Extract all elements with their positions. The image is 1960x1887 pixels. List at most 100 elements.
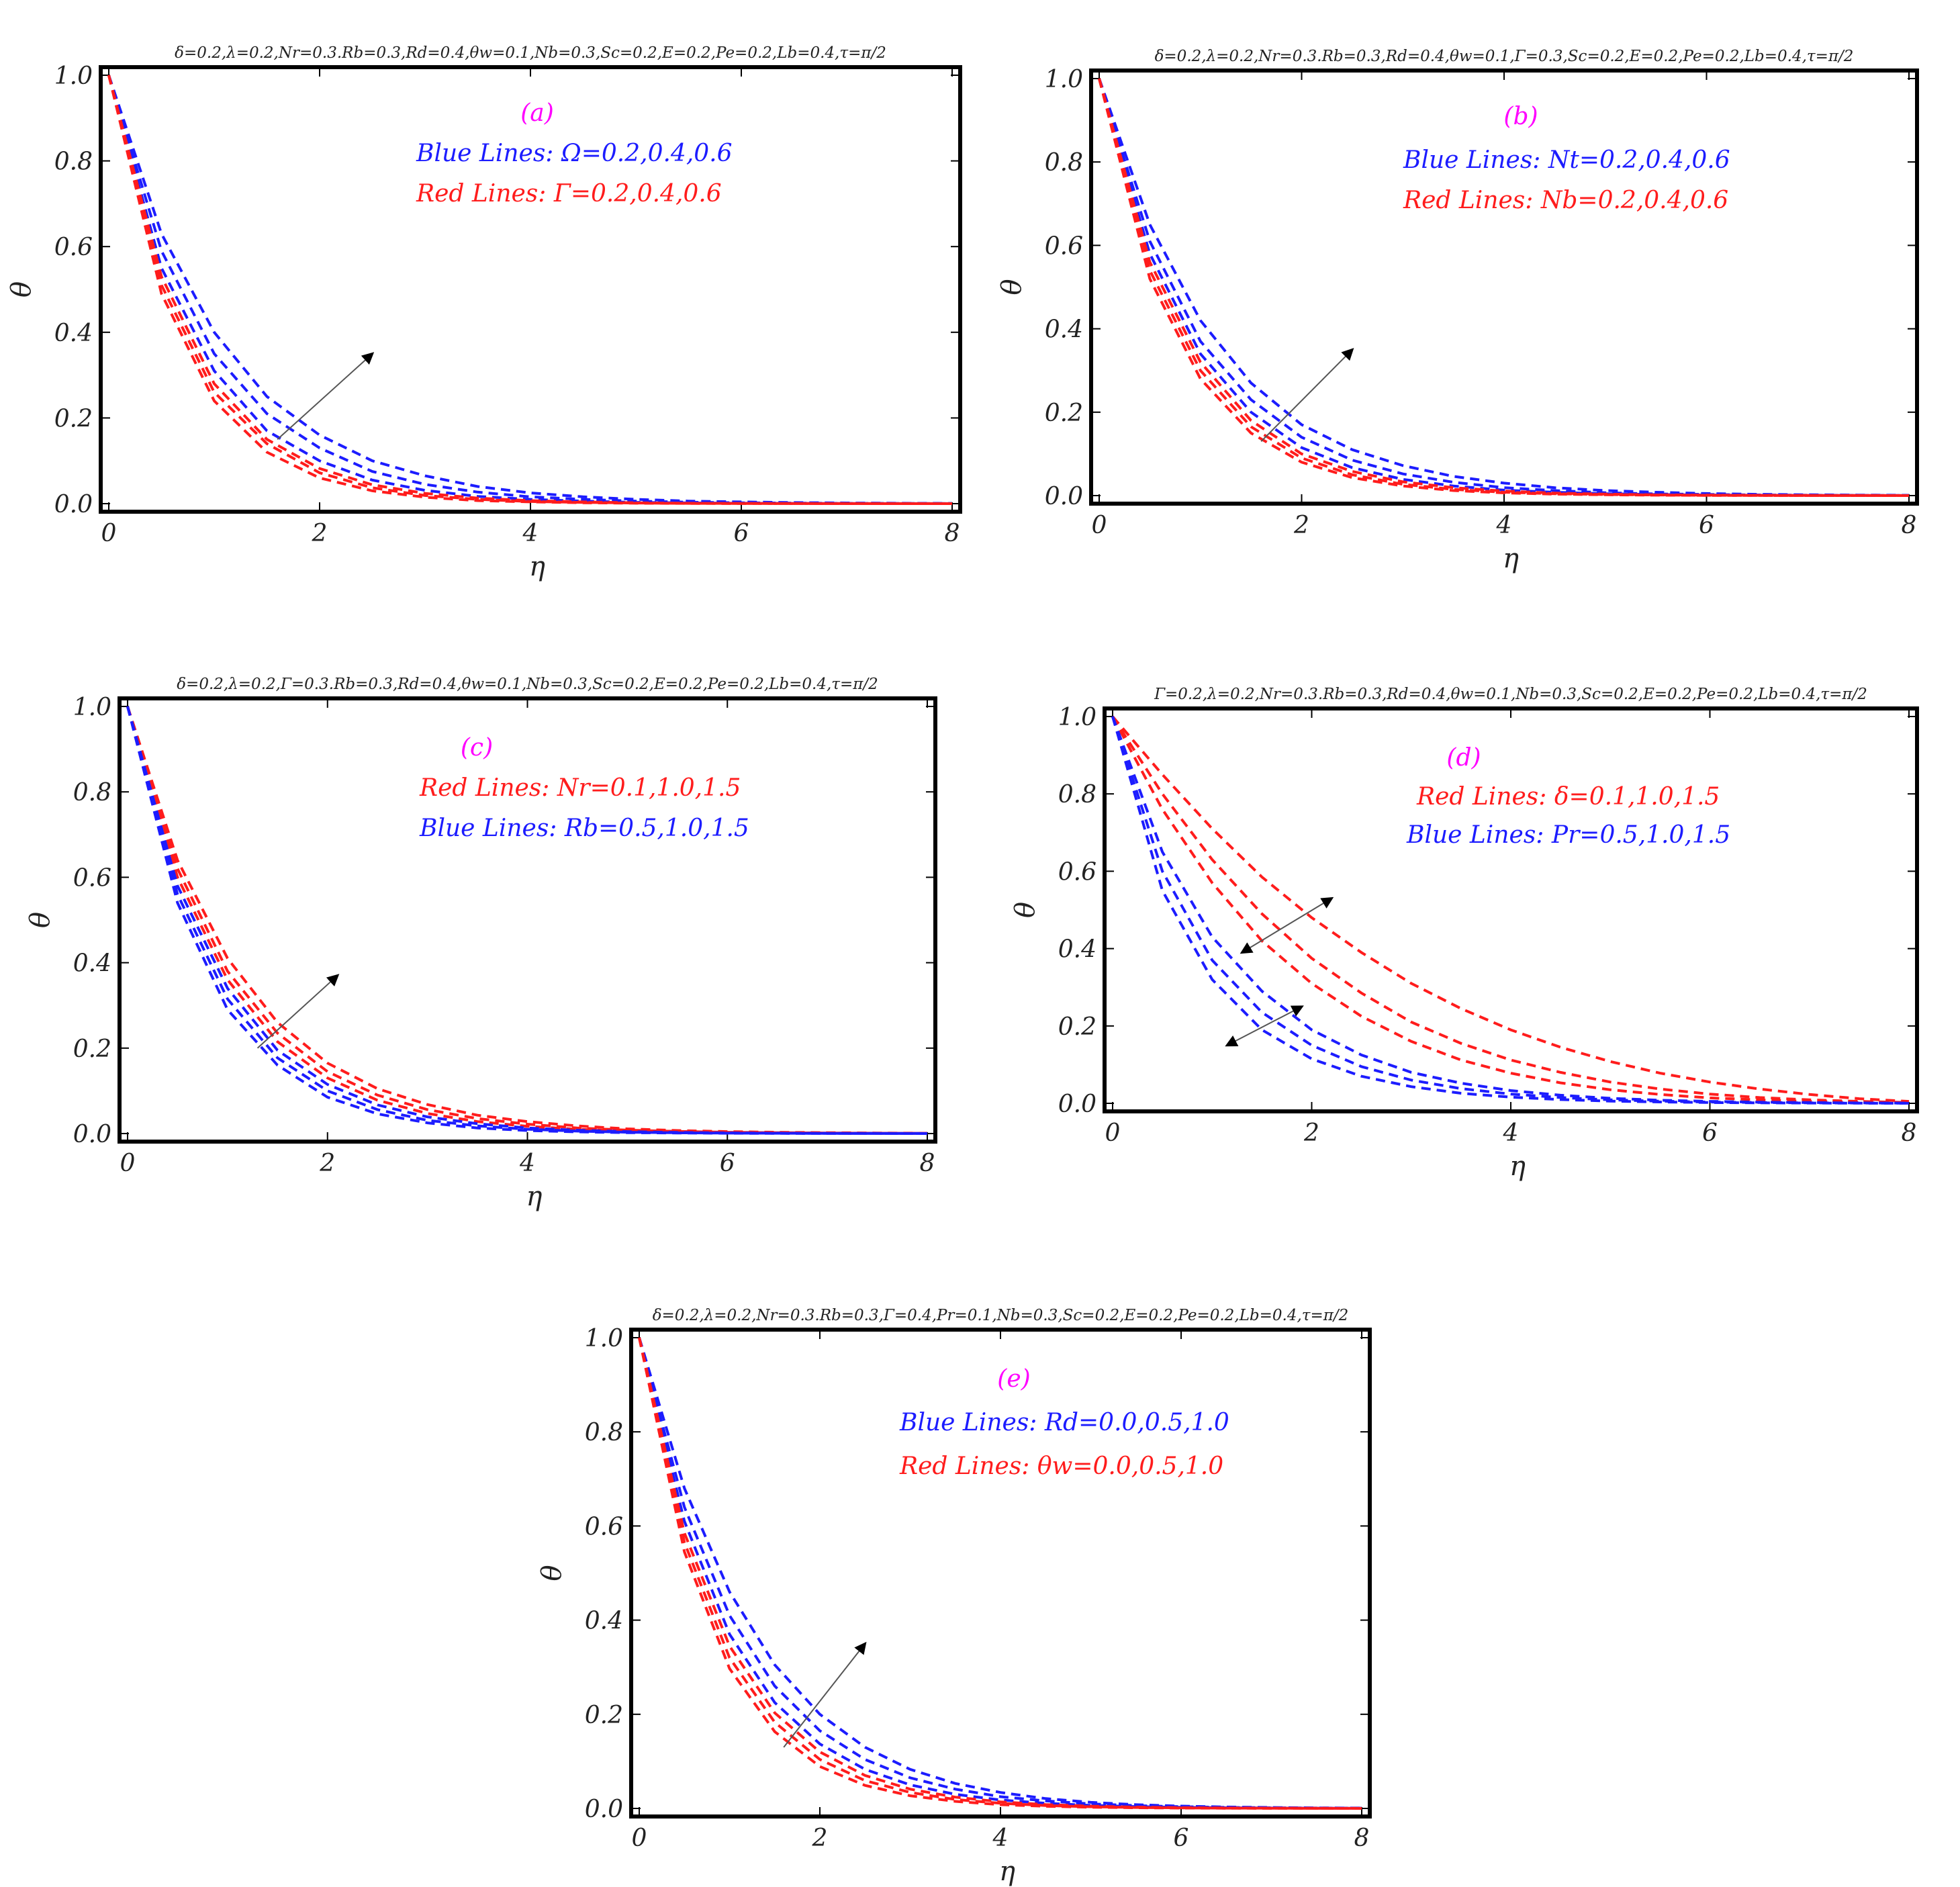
y-tick-label: 0.2 [1045, 400, 1083, 427]
panel-e-condition: δ=0.2,λ=0.2,Nr=0.3.Rb=0.3,Γ=0.4,Pr=0.1,N… [653, 1307, 1349, 1324]
series-line-blue-6 [126, 706, 928, 1135]
series-line-red-2 [126, 706, 928, 1135]
chart-panel-b: δ=0.2,λ=0.2,Nr=0.3.Rb=0.3,Rd=0.4,θw=0.1,… [996, 48, 1919, 574]
series-line-red-2 [1111, 715, 1910, 1104]
series-line-blue-6 [1111, 716, 1910, 1105]
x-axis-label: η [529, 551, 545, 582]
panel-b-condition: δ=0.2,λ=0.2,Nr=0.3.Rb=0.3,Rd=0.4,θw=0.1,… [1155, 48, 1854, 65]
series-line-blue-1 [1098, 78, 1910, 497]
legend-entry-red: Red Lines: θw=0.0,0.5,1.0 [899, 1453, 1223, 1480]
panel-d-condition: Γ=0.2,λ=0.2,Nr=0.3.Rb=0.3,Rd=0.4,θw=0.1,… [1154, 686, 1867, 703]
panel-a-condition: δ=0.2,λ=0.2,Nr=0.3.Rb=0.3,Rd=0.4,θw=0.1,… [175, 44, 886, 62]
x-tick-label: 4 [992, 1825, 1009, 1852]
legend-entry-red: Red Lines: Γ=0.2,0.4,0.6 [416, 180, 722, 208]
y-tick-label: 0.2 [54, 405, 93, 432]
y-tick-label: 0.8 [585, 1419, 623, 1446]
x-tick-label: 2 [1303, 1119, 1319, 1147]
chart-panel-c: δ=0.2,λ=0.2,Γ=0.3.Rb=0.3,Rd=0.4,θw=0.1,N… [25, 676, 937, 1212]
y-tick-label: 0.8 [54, 148, 93, 176]
x-tick-label: 4 [1503, 1119, 1519, 1147]
y-tick-label: 0.4 [585, 1608, 623, 1635]
plot-frame [629, 1328, 1372, 1819]
x-tick-label: 0 [632, 1825, 647, 1852]
series-line-blue-2 [1098, 78, 1910, 497]
x-tick-label: 0 [120, 1150, 136, 1177]
x-tick-label: 6 [720, 1150, 735, 1177]
x-tick-label: 8 [920, 1150, 935, 1177]
series-line-red-1 [126, 706, 928, 1135]
y-tick-label: 0.6 [1058, 858, 1096, 886]
series-line-blue-4 [126, 706, 928, 1135]
series-line-red-3 [126, 706, 928, 1135]
series-line-blue-1 [638, 1337, 1362, 1810]
y-tick-label: 0.8 [73, 779, 111, 807]
trend-arrow [1240, 896, 1334, 954]
panel-c-condition: δ=0.2,λ=0.2,Γ=0.3.Rb=0.3,Rd=0.4,θw=0.1,N… [177, 676, 878, 693]
trend-arrow [1260, 348, 1354, 442]
series-line-red-4 [1098, 78, 1909, 497]
series-line-red-1 [1111, 715, 1910, 1103]
y-axis-label: θ [536, 1565, 567, 1581]
x-tick-label: 4 [1496, 512, 1512, 539]
x-tick-label: 8 [1902, 1119, 1917, 1147]
x-axis-label: η [999, 1856, 1015, 1887]
y-tick-label: 0.0 [1045, 483, 1083, 510]
trend-arrow [277, 352, 375, 441]
plot-frame [99, 65, 962, 514]
series-line-blue-5 [1111, 716, 1910, 1105]
series-line-red-4 [638, 1337, 1362, 1810]
chart-panel-d: Γ=0.2,λ=0.2,Nr=0.3.Rb=0.3,Rd=0.4,θw=0.1,… [1010, 686, 1919, 1182]
y-tick-label: 0.6 [585, 1513, 623, 1540]
y-tick-label: 1.0 [1045, 66, 1083, 93]
y-tick-label: 0.4 [54, 320, 93, 347]
x-axis-label: η [1509, 1151, 1526, 1182]
series-line-red-6 [107, 75, 952, 505]
trend-arrow [256, 974, 340, 1049]
y-tick-label: 0.4 [1045, 316, 1083, 344]
series-line-red-5 [107, 75, 952, 505]
series-line-blue-2 [638, 1337, 1362, 1810]
trend-arrow [783, 1641, 867, 1748]
x-tick-label: 2 [1293, 512, 1309, 539]
panel-letter: (e) [997, 1365, 1030, 1393]
y-tick-label: 0.0 [585, 1796, 623, 1823]
x-tick-label: 8 [945, 520, 960, 547]
series-line-red-6 [1098, 78, 1910, 497]
x-axis-label: η [526, 1181, 543, 1212]
y-tick-label: 0.0 [1058, 1091, 1096, 1118]
x-tick-label: 0 [1092, 512, 1107, 539]
chart-panel-a: δ=0.2,λ=0.2,Nr=0.3.Rb=0.3,Rd=0.4,θw=0.1,… [6, 44, 962, 582]
series-line-blue-3 [1098, 78, 1910, 497]
plot-frame [118, 696, 937, 1144]
panel-letter: (b) [1503, 103, 1538, 130]
series-line-red-5 [638, 1337, 1362, 1810]
y-tick-label: 1.0 [585, 1325, 623, 1352]
y-tick-label: 0.4 [1058, 936, 1096, 964]
y-tick-label: 0.6 [54, 234, 93, 261]
chart-panel-e: δ=0.2,λ=0.2,Nr=0.3.Rb=0.3,Γ=0.4,Pr=0.1,N… [536, 1307, 1372, 1887]
y-tick-label: 1.0 [54, 62, 93, 90]
y-tick-label: 0.2 [585, 1702, 623, 1729]
x-tick-label: 0 [1105, 1119, 1121, 1147]
panel-letter: (c) [461, 734, 493, 762]
y-axis-label: θ [6, 281, 37, 297]
y-axis-label: θ [996, 279, 1027, 295]
x-tick-label: 2 [812, 1825, 828, 1852]
y-tick-label: 0.6 [73, 864, 111, 892]
y-tick-label: 1.0 [73, 694, 111, 721]
legend-entry-blue: Blue Lines: Rb=0.5,1.0,1.5 [419, 815, 749, 842]
x-tick-label: 6 [1699, 512, 1714, 539]
y-tick-label: 0.0 [54, 491, 93, 518]
panel-letter: (d) [1446, 744, 1481, 772]
x-tick-label: 6 [1174, 1825, 1189, 1852]
x-tick-label: 0 [101, 520, 117, 547]
legend-entry-red: Red Lines: δ=0.1,1.0,1.5 [1416, 783, 1720, 811]
x-tick-label: 8 [1902, 512, 1917, 539]
y-tick-label: 0.8 [1058, 781, 1096, 809]
y-axis-label: θ [25, 912, 56, 928]
panel-letter: (a) [520, 99, 554, 127]
legend-entry-blue: Blue Lines: Rd=0.0,0.5,1.0 [899, 1409, 1229, 1436]
y-axis-label: θ [1010, 902, 1041, 918]
y-tick-label: 0.4 [73, 950, 111, 978]
